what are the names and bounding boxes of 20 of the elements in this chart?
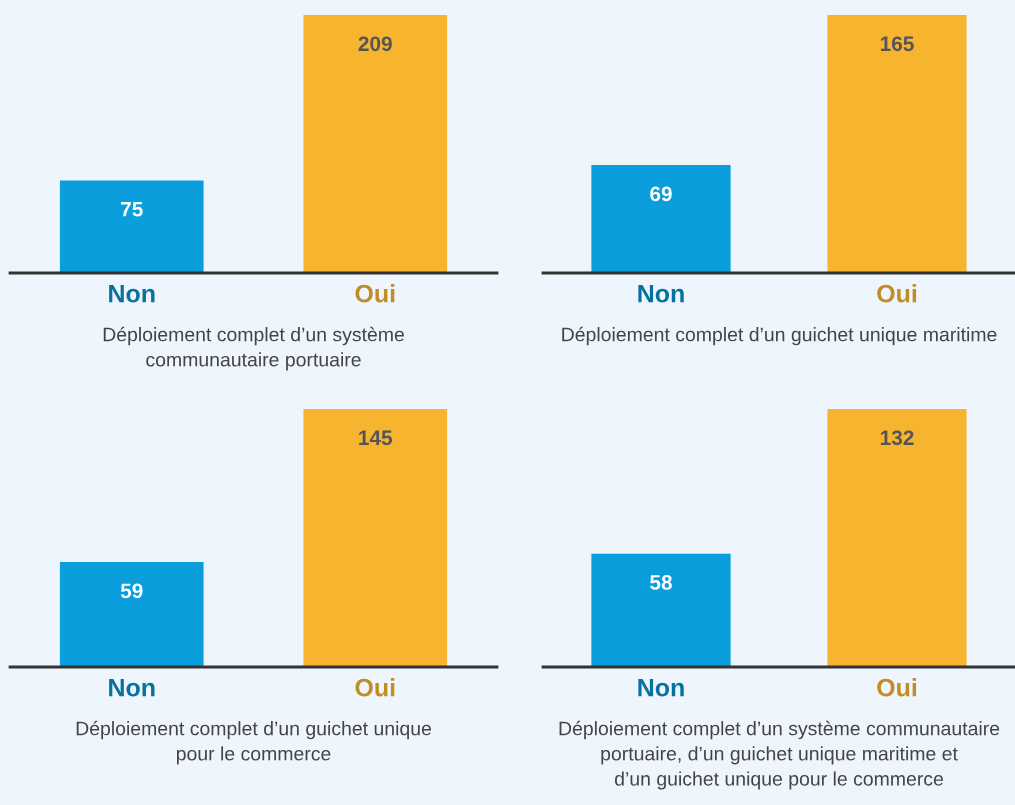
data-label: 132 [880,430,914,446]
data-label: 59 [120,583,143,599]
x-tick-label: Non [109,679,155,697]
x-tick-label: Oui [355,678,395,697]
data-label: 69 [650,186,672,202]
x-tick-label: Non [638,285,684,303]
data-label: 58 [650,575,672,590]
x-axis-title: Déploiement complet d’un guichet unique maritime [562,326,997,346]
data-label: 209 [358,36,392,52]
x-tick-label: Oui [877,678,917,697]
x-tick-label: Oui [877,284,917,303]
x-axis-title: Déploiement complet d’un système communautaire portuaire, d’un guichet unique maritime et d’un guichet unique pour le commerce [559,720,1000,790]
x-axis-title: Déploiement complet d’un guichet unique pour le commerce [76,720,432,765]
x-axis-title: Déploiement complet d’un système communautaire portuaire [103,326,404,371]
x-tick-label: Non [638,679,684,697]
data-label: 145 [359,430,393,446]
x-tick-label: Oui [355,284,395,303]
x-tick-label: Non [109,285,155,303]
data-label: 75 [121,202,143,217]
data-label: 165 [880,36,914,52]
